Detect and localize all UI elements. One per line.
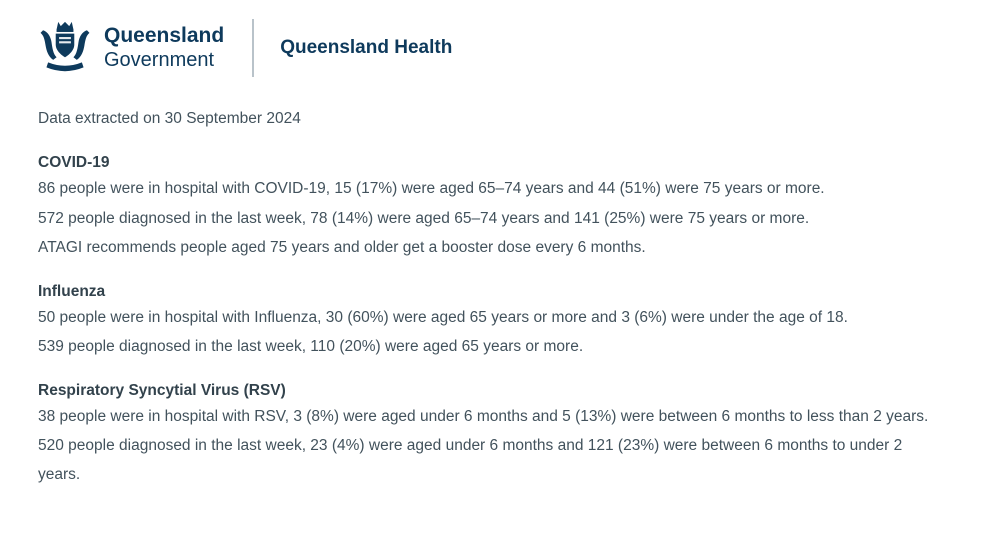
section-title-influenza: Influenza	[38, 282, 106, 300]
influenza-diagnosed-line: 539 people diagnosed in the last week, 1…	[38, 337, 584, 355]
section-title-rsv: Respiratory Syncytial Virus (RSV)	[38, 382, 286, 400]
data-extracted-line: Data extracted on 30 September 2024	[38, 110, 301, 127]
rsv-diagnosed-line: 520 people diagnosed in the last week, 2…	[38, 437, 903, 484]
section-rsv: Respiratory Syncytial Virus (RSV) 38 peo…	[38, 382, 930, 489]
qld-government-logo[interactable]: Queensland Government	[38, 18, 224, 78]
logo-line-government: Government	[104, 48, 215, 71]
page-header: Queensland Government Queensland Health	[0, 0, 982, 90]
logo-line-queensland: Queensland	[104, 24, 225, 48]
site-title: Queensland Health	[280, 37, 453, 58]
rsv-hospital-line: 38 people were in hospital with RSV, 3 (…	[38, 408, 929, 426]
section-influenza: Influenza 50 people were in hospital wit…	[38, 283, 930, 361]
qld-government-logo-text: Queensland Government	[104, 24, 224, 71]
content: Data extracted on 30 September 2024 COVI…	[0, 90, 960, 489]
covid-diagnosed-line: 572 people diagnosed in the last week, 7…	[38, 209, 810, 227]
covid-hospital-line: 86 people were in hospital with COVID-19…	[38, 180, 825, 198]
header-divider	[252, 19, 255, 77]
section-title-covid19: COVID-19	[38, 154, 110, 172]
covid-atagi-line: ATAGI recommends people aged 75 years an…	[38, 238, 646, 256]
qld-coat-of-arms-icon	[38, 18, 92, 78]
section-covid19: COVID-19 86 people were in hospital with…	[38, 154, 930, 261]
influenza-hospital-line: 50 people were in hospital with Influenz…	[38, 308, 848, 326]
